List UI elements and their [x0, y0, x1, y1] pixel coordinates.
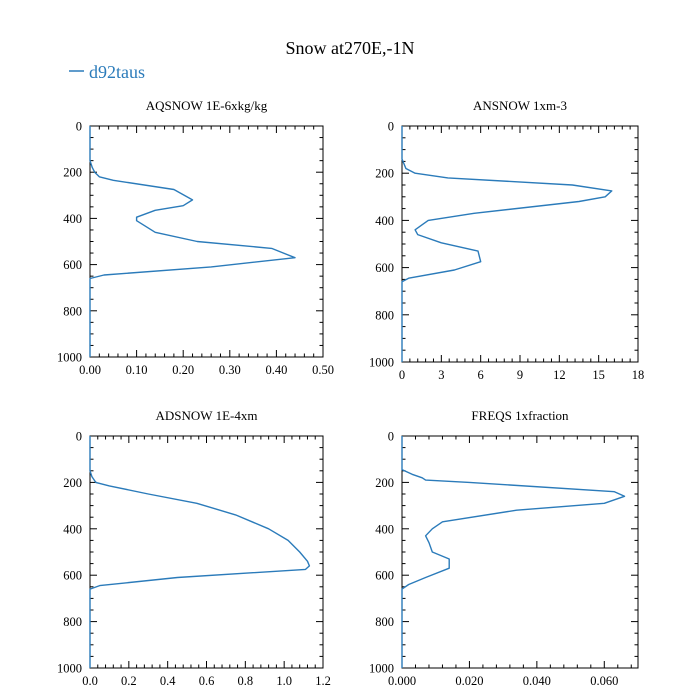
x-tick-label: 0.30 [219, 363, 241, 377]
x-tick-label: 6 [478, 368, 484, 382]
y-tick-label: 200 [375, 167, 394, 181]
x-tick-label: 15 [592, 368, 605, 382]
series-line-d92taus [89, 436, 311, 668]
y-tick-label: 400 [63, 522, 82, 536]
panel-title: ADSNOW 1E-4xm [156, 408, 258, 423]
y-tick-label: 600 [63, 569, 82, 583]
y-tick-label: 400 [375, 214, 394, 228]
x-tick-label: 0.040 [523, 674, 551, 688]
legend: d92taus [69, 62, 145, 82]
legend-label: d92taus [89, 62, 145, 82]
x-tick-label: 0.6 [199, 674, 215, 688]
y-tick-label: 400 [63, 212, 82, 226]
y-tick-label: 200 [63, 476, 82, 490]
plot-frame [89, 125, 324, 358]
series-line-d92taus [401, 436, 626, 668]
panels: AQSNOW 1E-6xkg/kg0.00 0.10 0.20 0.30 0.40 0.5… [57, 98, 644, 688]
y-tick-label: 800 [375, 615, 394, 629]
plot-frame [89, 435, 324, 669]
x-tick-label: 3 [438, 368, 444, 382]
plot-frame [401, 125, 639, 363]
x-tick-label: 0.060 [590, 674, 618, 688]
y-tick-label: 200 [63, 166, 82, 180]
panel-title: AQSNOW 1E-6xkg/kg [146, 98, 268, 113]
y-tick-label: 0 [76, 430, 82, 444]
y-tick-label: 0 [388, 120, 394, 134]
y-tick-label: 200 [375, 476, 394, 490]
x-tick-label: 0.40 [265, 363, 287, 377]
x-tick-label: 0.020 [455, 674, 483, 688]
series-line-d92taus [89, 126, 296, 357]
y-tick-label: 800 [63, 615, 82, 629]
y-tick-label: 0 [388, 430, 394, 444]
panel-3: ADSNOW 1E-4xm 0.0 0.2 0.4 0.6 0.8 1.0 1.2 0 200 40… [57, 408, 331, 688]
panel-title: FREQS 1xfraction [471, 408, 569, 423]
x-tick-label: 1.0 [276, 674, 292, 688]
y-tick-label: 600 [63, 258, 82, 272]
y-tick-label: 400 [375, 522, 394, 536]
panel-1: AQSNOW 1E-6xkg/kg 0.00 0.10 0.20 0.30 0.40 0.5… [57, 98, 334, 377]
y-tick-label: 0 [76, 120, 82, 134]
x-tick-label: 0 [399, 368, 405, 382]
y-tick-label: 1000 [369, 356, 394, 370]
x-tick-label: 0.2 [121, 674, 137, 688]
y-tick-label: 1000 [57, 351, 82, 365]
x-tick-label: 0.20 [172, 363, 194, 377]
x-tick-label: 0.10 [126, 363, 148, 377]
y-tick-label: 1000 [57, 662, 82, 676]
y-tick-label: 800 [375, 308, 394, 322]
y-tick-label: 800 [63, 304, 82, 318]
y-tick-label: 600 [375, 569, 394, 583]
x-tick-label: 0.4 [160, 674, 176, 688]
figure-title: Snow at270E,-1N [286, 38, 415, 58]
panel-title: ANSNOW 1xm-3 [473, 98, 567, 113]
panel-4: FREQS 1xfraction 0.000 0.020 0.040 0.060 0 200… [369, 408, 639, 688]
x-tick-label: 9 [517, 368, 523, 382]
plot-frame [401, 435, 639, 669]
x-tick-label: 0.0 [82, 674, 98, 688]
x-tick-label: 0.00 [79, 363, 101, 377]
x-tick-label: 0.50 [312, 363, 334, 377]
x-tick-label: 18 [632, 368, 645, 382]
y-tick-label: 600 [375, 261, 394, 275]
x-tick-label: 0.000 [388, 674, 416, 688]
y-tick-label: 1000 [369, 662, 394, 676]
x-tick-label: 1.2 [315, 674, 331, 688]
x-tick-label: 12 [553, 368, 566, 382]
panel-2: ANSNOW 1xm-3 0 3 6 9 12 15 18 0 200 400 600 800 1000 [369, 98, 644, 382]
x-tick-label: 0.8 [238, 674, 254, 688]
series-line-d92taus [401, 126, 613, 362]
